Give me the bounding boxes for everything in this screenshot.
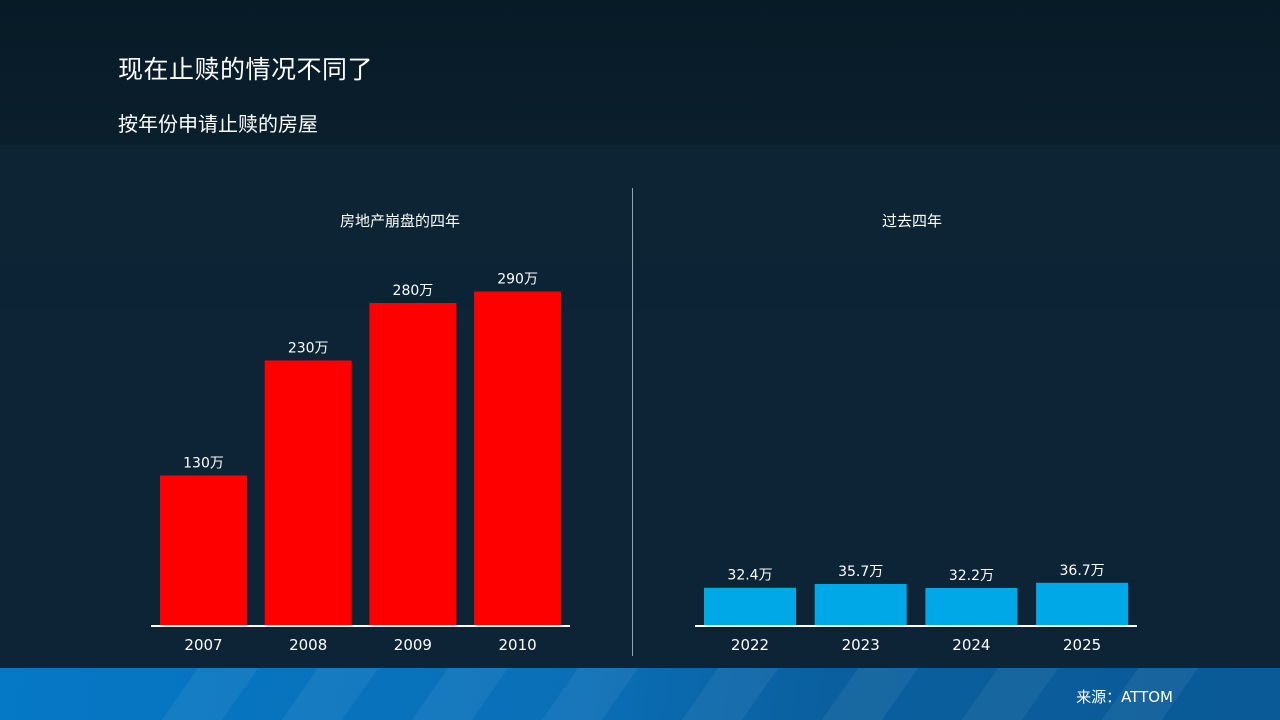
- chart-1-data-label-2025: 36.7万: [1060, 563, 1105, 579]
- chart-1-tick-label-2022: 2022: [731, 636, 769, 654]
- bar-charts: 130万 2007 230万 2008 280万 2009 290万 2010 32.4万 202…: [151, 272, 1137, 654]
- chart-1-bar-2022: [704, 587, 796, 625]
- source-note: 来源：ATTOM: [1076, 688, 1173, 706]
- chart-1-data-label-2024: 32.2万: [949, 568, 994, 584]
- panel-divider: [632, 188, 633, 656]
- chart-0-bar-2007: [160, 475, 247, 625]
- footer-bar: 来源：ATTOM: [0, 668, 1280, 720]
- chart-0-tick-label-2010: 2010: [499, 636, 537, 654]
- chart-0-data-label-2010: 290万: [497, 272, 538, 288]
- chart-0-bar-2009: [369, 303, 457, 625]
- left-chart-title: 房地产崩盘的四年: [339, 212, 460, 230]
- chart-0-data-label-2008: 230万: [288, 341, 329, 357]
- chart-1-bar-2025: [1036, 582, 1129, 625]
- chart-1-data-label-2022: 32.4万: [727, 568, 772, 584]
- chart-0-bar-2010: [474, 291, 562, 625]
- chart-0-tick-label-2009: 2009: [394, 636, 432, 654]
- chart-1-tick-label-2025: 2025: [1063, 636, 1101, 654]
- chart-0-tick-label-2008: 2008: [289, 636, 327, 654]
- chart-0-data-label-2009: 280万: [393, 283, 434, 299]
- page-subtitle: 按年份申请止赎的房屋: [118, 112, 318, 136]
- chart-0-bar-2008: [264, 360, 352, 625]
- chart-0-tick-label-2007: 2007: [184, 636, 222, 654]
- chart-1-bar-2023: [814, 583, 907, 625]
- chart-1-data-label-2023: 35.7万: [838, 564, 883, 580]
- chart-1-bar-2024: [925, 587, 1018, 625]
- chart-1-tick-label-2023: 2023: [842, 636, 880, 654]
- page-title: 现在止赎的情况不同了: [118, 55, 374, 84]
- chart-1-tick-label-2024: 2024: [952, 636, 990, 654]
- right-chart-title: 过去四年: [881, 212, 942, 230]
- chart-0-data-label-2007: 130万: [183, 456, 224, 472]
